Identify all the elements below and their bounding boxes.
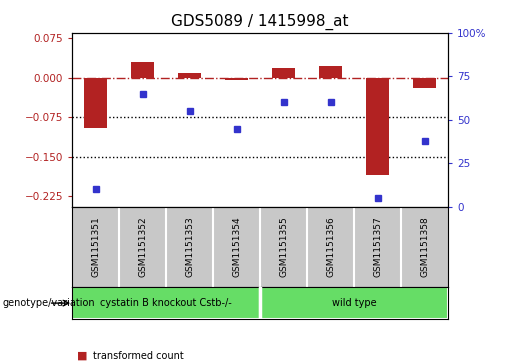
Title: GDS5089 / 1415998_at: GDS5089 / 1415998_at xyxy=(171,14,349,30)
Text: GSM1151356: GSM1151356 xyxy=(326,216,335,277)
Text: genotype/variation: genotype/variation xyxy=(3,298,95,308)
Bar xyxy=(413,78,436,88)
Bar xyxy=(178,73,201,78)
Text: GSM1151354: GSM1151354 xyxy=(232,216,241,277)
Text: GSM1151358: GSM1151358 xyxy=(420,216,429,277)
Text: GSM1151352: GSM1151352 xyxy=(138,216,147,277)
Text: GSM1151357: GSM1151357 xyxy=(373,216,382,277)
Text: GSM1151351: GSM1151351 xyxy=(91,216,100,277)
Bar xyxy=(260,287,448,319)
Bar xyxy=(72,287,260,319)
Text: transformed count: transformed count xyxy=(93,351,183,361)
Text: ■: ■ xyxy=(77,351,88,361)
Bar xyxy=(84,78,107,128)
Bar xyxy=(319,66,342,78)
Bar xyxy=(366,78,389,175)
Bar xyxy=(272,68,295,78)
Text: GSM1151355: GSM1151355 xyxy=(279,216,288,277)
Bar xyxy=(225,78,248,80)
Text: wild type: wild type xyxy=(332,298,376,308)
Text: GSM1151353: GSM1151353 xyxy=(185,216,194,277)
Text: cystatin B knockout Cstb-/-: cystatin B knockout Cstb-/- xyxy=(100,298,232,308)
Bar xyxy=(131,62,154,78)
